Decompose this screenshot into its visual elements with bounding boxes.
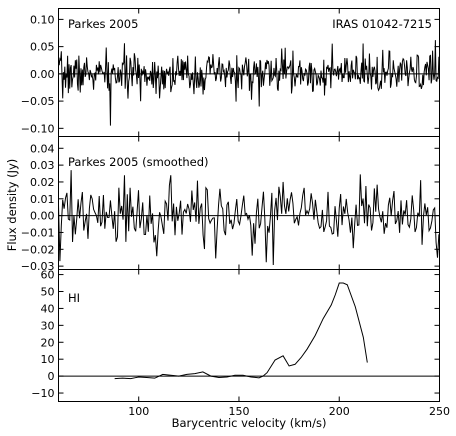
series-line [114, 282, 368, 380]
x-tick-label: 250 [429, 405, 450, 418]
series-line [58, 40, 440, 126]
y-tick-label: −0.02 [21, 243, 55, 256]
panel-label-left: Parkes 2005 [68, 17, 138, 31]
y-tick-label: 0.01 [30, 193, 55, 206]
y-tick-label: −0.03 [21, 260, 55, 273]
y-tick-label: 20 [41, 336, 55, 349]
y-tick-label: 0.00 [30, 68, 55, 81]
y-tick-label: 30 [41, 319, 55, 332]
y-tick-label: −0.05 [21, 95, 55, 108]
y-tick-label: 0.00 [30, 210, 55, 223]
series-line [58, 170, 440, 265]
x-tick-label: 100 [128, 405, 149, 418]
y-tick-label: 40 [41, 302, 55, 315]
y-tick-label: 0.04 [30, 142, 55, 155]
panel-label-right: IRAS 01042-7215 [332, 17, 432, 31]
y-tick-label: 0.10 [30, 13, 55, 26]
y-tick-label: 60 [41, 269, 55, 282]
y-tick-label: −0.01 [21, 226, 55, 239]
y-tick-label: −0.10 [21, 122, 55, 135]
panel-parkes-smoothed: Parkes 2005 (smoothed) −0.03 −0.02 −0.01 0.… [21, 136, 440, 273]
x-axis-ticks: 100 150 200 250 [128, 405, 450, 418]
y-tick-label: 0.03 [30, 159, 55, 172]
panel-parkes-raw: Parkes 2005 IRAS 01042-7215 −0.10 −0.05 0.… [21, 8, 440, 137]
y-tick-label: 0.05 [30, 41, 55, 54]
y-tick-label: 0.02 [30, 176, 55, 189]
panel-label-left: HI [68, 291, 80, 305]
x-tick-label: 150 [228, 405, 249, 418]
y-tick-label: 0 [48, 370, 55, 383]
y-tick-label: 10 [41, 353, 55, 366]
panel-hi: HI −10 0 10 20 30 40 50 60 [31, 269, 440, 402]
x-axis-label: Barycentric velocity (km/s) [172, 416, 327, 430]
y-tick-label: 50 [41, 286, 55, 299]
x-tick-label: 200 [329, 405, 350, 418]
panel-label-left: Parkes 2005 (smoothed) [68, 155, 209, 169]
y-tick-label: −10 [31, 387, 54, 400]
panel-frame [58, 269, 440, 402]
y-axis-label: Flux density (Jy) [5, 159, 19, 252]
